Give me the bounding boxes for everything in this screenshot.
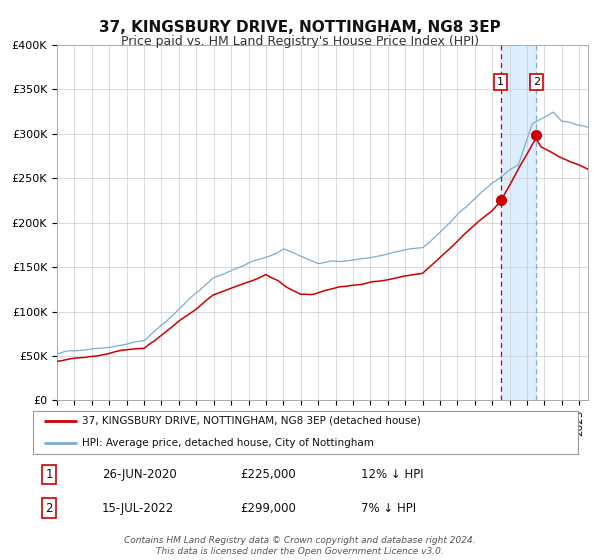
Bar: [500, 45, 536, 400]
Text: 15-JUL-2022: 15-JUL-2022: [102, 502, 174, 515]
Text: 7% ↓ HPI: 7% ↓ HPI: [361, 502, 416, 515]
Text: 26-JUN-2020: 26-JUN-2020: [102, 468, 176, 481]
Text: 1: 1: [497, 77, 504, 87]
Text: 1: 1: [46, 468, 53, 481]
FancyBboxPatch shape: [33, 411, 578, 454]
Text: 37, KINGSBURY DRIVE, NOTTINGHAM, NG8 3EP (detached house): 37, KINGSBURY DRIVE, NOTTINGHAM, NG8 3EP…: [82, 416, 421, 426]
Text: HPI: Average price, detached house, City of Nottingham: HPI: Average price, detached house, City…: [82, 438, 374, 448]
Text: Contains HM Land Registry data © Crown copyright and database right 2024.
This d: Contains HM Land Registry data © Crown c…: [124, 536, 476, 556]
Text: £225,000: £225,000: [240, 468, 296, 481]
Text: 37, KINGSBURY DRIVE, NOTTINGHAM, NG8 3EP: 37, KINGSBURY DRIVE, NOTTINGHAM, NG8 3EP: [99, 20, 501, 35]
Text: 2: 2: [533, 77, 540, 87]
Text: 12% ↓ HPI: 12% ↓ HPI: [361, 468, 424, 481]
Text: Price paid vs. HM Land Registry's House Price Index (HPI): Price paid vs. HM Land Registry's House …: [121, 35, 479, 48]
Text: £299,000: £299,000: [240, 502, 296, 515]
Text: 2: 2: [46, 502, 53, 515]
